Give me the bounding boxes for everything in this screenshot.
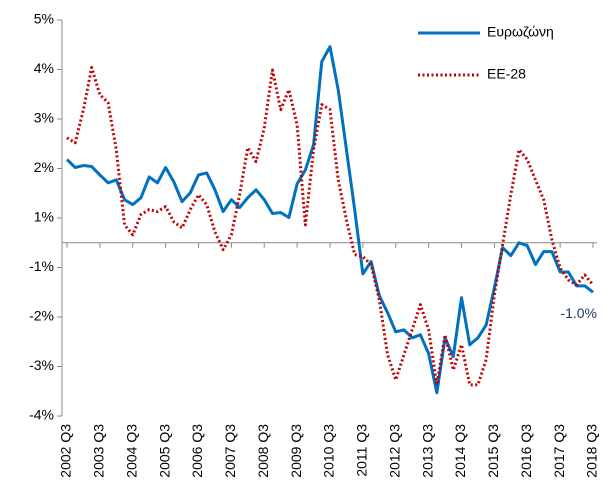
y-tick-label: -1%: [29, 258, 54, 274]
line-series: [66, 66, 595, 387]
x-tick-label: 2004 Q3: [123, 424, 139, 478]
y-tick-label: -4%: [29, 407, 54, 423]
legend-label: Ευρωζώνη: [487, 24, 554, 40]
x-tick-label: 2008 Q3: [255, 424, 271, 478]
x-tick-label: 2010 Q3: [321, 424, 337, 478]
y-tick-label: 1%: [34, 209, 54, 225]
x-tick-label: 2007 Q3: [222, 424, 238, 478]
x-tick-label: 2003 Q3: [91, 424, 107, 478]
x-tick-label: 2015 Q3: [485, 424, 501, 478]
x-tick-label: 2014 Q3: [452, 424, 468, 478]
x-tick-label: 2009 Q3: [288, 424, 304, 478]
x-tick-label: 2002 Q3: [58, 424, 74, 478]
x-tick-label: 2017 Q3: [551, 424, 567, 478]
x-tick-label: 2005 Q3: [156, 424, 172, 478]
x-tick-label: 2011 Q3: [354, 424, 370, 477]
line-series: [65, 45, 594, 395]
y-tick-label: 2%: [34, 159, 54, 175]
x-tick-label: 2012 Q3: [386, 424, 402, 478]
y-tick-label: 5%: [34, 11, 54, 27]
x-tick-label: 2016 Q3: [518, 424, 534, 478]
x-tick-label: 2006 Q3: [189, 424, 205, 478]
x-tick-label: 2018 Q3: [584, 424, 600, 478]
data-label: -1.0%: [560, 305, 597, 321]
legend-label: ΕΕ-28: [487, 66, 526, 82]
y-tick-label: -2%: [29, 308, 54, 324]
y-tick-label: 4%: [34, 60, 54, 76]
y-tick-label: 3%: [34, 110, 54, 126]
x-tick-label: 2013 Q3: [419, 424, 435, 478]
y-tick-label: -3%: [29, 357, 54, 373]
